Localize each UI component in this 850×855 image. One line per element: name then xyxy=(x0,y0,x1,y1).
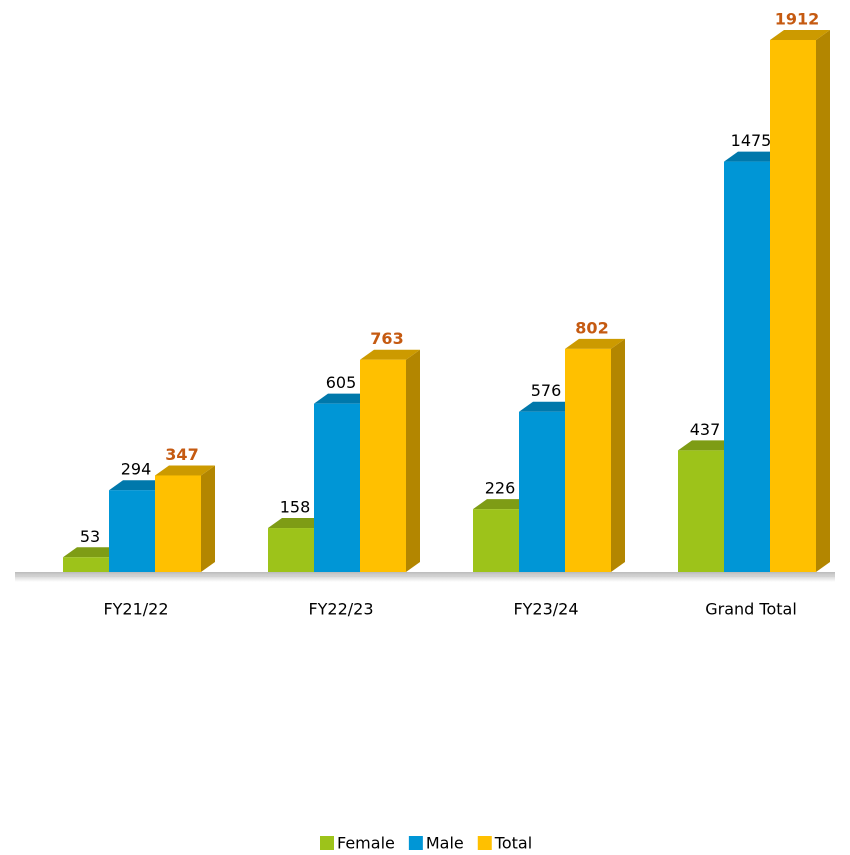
legend-label: Male xyxy=(426,834,464,853)
data-label: 1475 xyxy=(731,131,772,150)
bar-side xyxy=(816,30,830,572)
bar-top xyxy=(724,151,784,162)
bar xyxy=(770,40,816,572)
bar-side xyxy=(611,338,625,572)
data-label: 226 xyxy=(485,479,516,498)
bar-side xyxy=(201,465,215,572)
legend-label: Female xyxy=(337,834,395,853)
legend-label: Total xyxy=(494,834,532,853)
bar-top xyxy=(109,480,169,491)
floor xyxy=(15,572,835,582)
bar xyxy=(724,161,770,573)
bar-side xyxy=(406,349,420,572)
bar xyxy=(63,557,109,572)
bar-top xyxy=(519,401,579,412)
bar-top xyxy=(770,30,830,40)
bar-top xyxy=(63,547,123,558)
data-label: 802 xyxy=(575,318,608,337)
bar-top xyxy=(565,338,625,349)
bar xyxy=(519,411,565,572)
bar xyxy=(678,450,724,572)
legend-swatch xyxy=(320,836,334,850)
bar-top xyxy=(360,349,420,360)
data-label: 53 xyxy=(80,527,100,546)
bar xyxy=(473,509,519,572)
bar-top xyxy=(473,499,533,510)
data-label: 576 xyxy=(531,381,562,400)
bar-top xyxy=(268,518,328,529)
x-tick-label: Grand Total xyxy=(705,600,797,619)
data-label: 763 xyxy=(370,329,403,348)
bar xyxy=(109,490,155,572)
x-tick-label: FY22/23 xyxy=(308,600,373,619)
legend-swatch xyxy=(477,836,492,850)
bar xyxy=(155,475,201,572)
bar xyxy=(565,348,611,572)
bar-top xyxy=(155,465,215,476)
data-label: 294 xyxy=(121,460,152,479)
x-tick-label: FY21/22 xyxy=(103,600,168,619)
data-label: 1912 xyxy=(775,10,820,29)
data-label: 158 xyxy=(280,498,311,517)
bar xyxy=(268,528,314,572)
data-label: 437 xyxy=(690,420,721,439)
bar xyxy=(360,359,406,572)
x-tick-label: FY23/24 xyxy=(513,600,578,619)
bar-top xyxy=(678,440,738,451)
bar-top xyxy=(314,393,374,404)
data-label: 347 xyxy=(165,445,198,464)
data-label: 605 xyxy=(326,373,357,392)
legend-swatch xyxy=(408,836,423,850)
bar xyxy=(314,403,360,572)
